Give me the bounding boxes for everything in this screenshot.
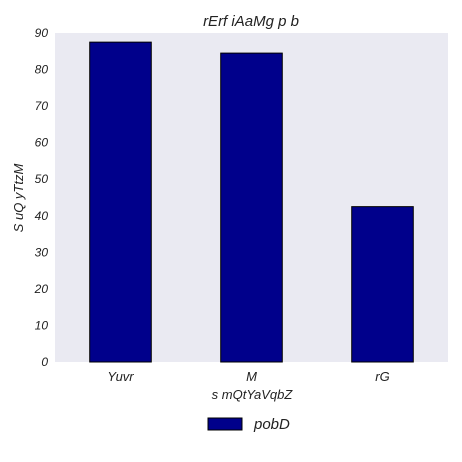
x-axis-label: s mQtYaVqbZ xyxy=(212,387,294,402)
y-tick-label: 10 xyxy=(35,318,49,332)
x-tick-label: M xyxy=(246,369,257,384)
y-tick-label: 0 xyxy=(41,355,48,369)
x-tick-label: Yuvr xyxy=(107,369,134,384)
y-tick-label: 20 xyxy=(34,282,49,296)
bar xyxy=(89,41,152,363)
legend: pobD xyxy=(207,416,290,433)
y-tick-label: 40 xyxy=(35,209,49,223)
y-tick-label: 70 xyxy=(35,99,49,113)
legend-swatch xyxy=(207,417,243,431)
bar xyxy=(220,52,283,363)
y-tick-label: 60 xyxy=(35,136,49,150)
y-axis-label: S uQ yTtzM xyxy=(11,164,26,233)
y-tick-label: 80 xyxy=(35,63,49,77)
legend-label: pobD xyxy=(253,416,290,433)
y-axis-ticks: 0 10 20 30 40 50 60 70 80 90 xyxy=(34,26,49,369)
y-tick-label: 30 xyxy=(35,245,49,259)
bar xyxy=(351,206,414,363)
x-tick-label: rG xyxy=(375,369,389,384)
y-tick-label: 50 xyxy=(35,172,49,186)
chart-title: rErf iAaMg p b xyxy=(203,13,299,30)
bar-series xyxy=(89,41,414,363)
y-tick-label: 90 xyxy=(35,26,49,40)
